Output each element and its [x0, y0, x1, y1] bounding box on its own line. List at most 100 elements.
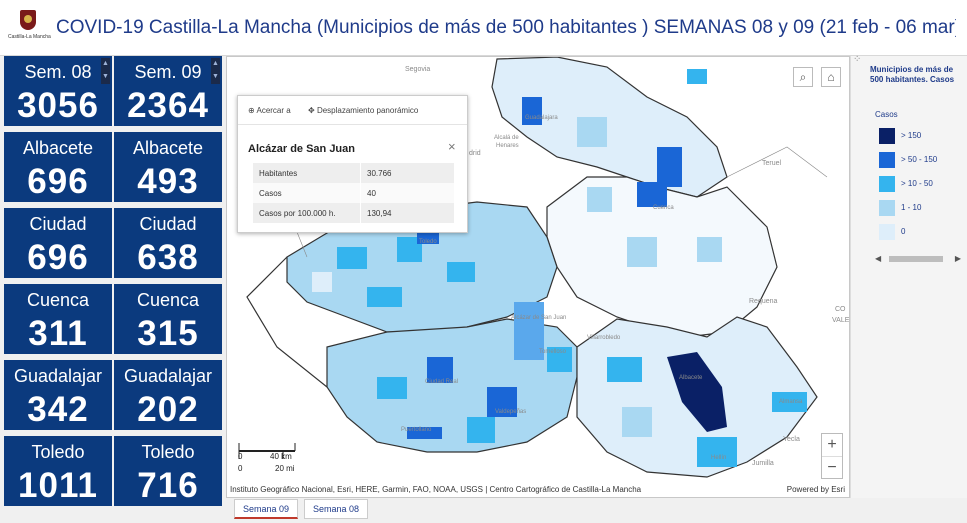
place-yecla: Yecla — [783, 436, 800, 443]
powered-by[interactable]: Powered by Esri — [786, 485, 845, 494]
tab-semana-08[interactable]: Semana 08 — [304, 499, 368, 519]
stat-label: Albacete — [132, 138, 204, 158]
scroll-up-icon[interactable]: ▲ — [212, 60, 219, 67]
stat-label: Cuenca — [26, 290, 90, 310]
place-teruel: Teruel — [762, 160, 782, 167]
zoom-to-action[interactable]: ⊕ Acercar a — [248, 106, 291, 115]
legend-item: > 50 - 150 — [879, 152, 965, 168]
table-row: Habitantes 30.766 — [253, 163, 455, 183]
popup-title: Alcázar de San Juan — [248, 143, 355, 155]
place-almansa: Almansa — [779, 399, 803, 405]
place-requena: Requena — [749, 298, 778, 305]
page-title: COVID-19 Castilla-La Mancha (Municipios … — [56, 17, 956, 38]
place-jumilla: Jumilla — [752, 460, 774, 467]
place-valdepenas: Valdepeñas — [495, 409, 526, 415]
legend-subtitle: Casos — [875, 110, 898, 119]
drag-handle-icon[interactable]: ⁘ — [853, 54, 862, 65]
place-tomelloso: Tomelloso — [539, 349, 567, 355]
table-row: Casos 40 — [253, 183, 455, 203]
tab-semana-09[interactable]: Semana 09 — [234, 499, 298, 519]
scale-km: 40 km — [270, 452, 292, 461]
feature-popup: ⊕ Acercar a ✥ Desplazamiento panorámico … — [237, 95, 468, 233]
scale-bar: 0 40 km 0 20 mi — [237, 437, 297, 477]
popup-table: Habitantes 30.766 Casos 40 Casos por 100… — [253, 163, 455, 223]
scrollbar-thumb[interactable] — [889, 256, 943, 262]
chevron-left-icon[interactable]: ◀ — [875, 254, 882, 263]
stat-value: 315 — [137, 314, 199, 353]
stat-label: Toledo — [31, 442, 85, 462]
place-comunidad: CO — [835, 306, 846, 313]
place-henares: Henares — [496, 143, 519, 149]
zoom-in-button[interactable]: + — [822, 434, 842, 457]
pan-action[interactable]: ✥ Desplazamiento panorámico — [308, 106, 418, 115]
stat-tile-cuenca-09: Cuenca 315 — [114, 284, 222, 354]
stat-label: Ciudad — [139, 214, 197, 234]
scale-zero-mi: 0 — [238, 464, 243, 473]
legend-swatch — [879, 224, 895, 240]
table-row: Casos por 100.000 h. 130,94 — [253, 203, 455, 223]
place-valencia: VALE — [832, 317, 850, 324]
tile-scrollbar[interactable]: ▲ ▼ — [211, 58, 220, 84]
zoom-to-icon: ⊕ — [248, 106, 255, 115]
stat-label: Cuenca — [136, 290, 200, 310]
map-home-button[interactable]: ⌂ — [821, 67, 841, 87]
popup-toolbar: ⊕ Acercar a ✥ Desplazamiento panorámico — [238, 96, 467, 125]
stat-value: 2364 — [127, 86, 209, 125]
place-cuenca: Cuenca — [653, 205, 674, 211]
map-canvas[interactable]: Segovia Guadalajara Alcalá de Henares dr… — [227, 57, 850, 498]
stat-tile-sem08: Sem. 08 3056 ▲ ▼ — [4, 56, 112, 126]
table-value: 40 — [360, 183, 455, 203]
legend-item: 1 - 10 — [879, 200, 965, 216]
close-icon[interactable]: × — [448, 139, 456, 154]
scroll-up-icon[interactable]: ▲ — [102, 60, 109, 67]
table-key: Casos — [253, 183, 361, 203]
stat-value: 493 — [137, 162, 199, 201]
stat-tile-sem09: Sem. 09 2364 ▲ ▼ — [114, 56, 222, 126]
pan-icon: ✥ — [308, 106, 315, 115]
place-madrid: drid — [469, 150, 481, 157]
legend-label: > 50 - 150 — [901, 155, 938, 164]
stat-tile-cuenca-08: Cuenca 311 — [4, 284, 112, 354]
legend-swatch — [879, 176, 895, 192]
tile-scrollbar[interactable]: ▲ ▼ — [101, 58, 110, 84]
stat-value: 696 — [27, 162, 89, 201]
stat-label: Toledo — [141, 442, 195, 462]
stat-tile-albacete-08: Albacete 696 — [4, 132, 112, 202]
scale-mi: 20 mi — [275, 464, 295, 473]
place-toledo: Toledo — [419, 239, 437, 245]
stat-label: Sem. 08 — [24, 62, 92, 82]
scroll-down-icon[interactable]: ▼ — [212, 73, 219, 80]
map-search-button[interactable]: ⌕ — [793, 67, 813, 87]
stat-value: 1011 — [18, 466, 98, 505]
crest-icon — [20, 10, 36, 30]
stat-value: 638 — [137, 238, 199, 277]
legend-label: > 10 - 50 — [901, 179, 933, 188]
table-value: 130,94 — [360, 203, 455, 223]
place-villarrobledo: Villarrobledo — [587, 335, 621, 341]
place-alcala: Alcalá de — [494, 135, 519, 141]
stats-panel: Sem. 08 3056 ▲ ▼ Sem. 09 2364 ▲ ▼ Albacete… — [0, 56, 226, 523]
place-ciudad-real: Ciudad Real — [425, 379, 458, 385]
legend-label: 1 - 10 — [901, 203, 922, 212]
legend-panel: ⁘ Municipios de más de 500 habitantes. C… — [850, 54, 967, 498]
stat-tile-toledo-08: Toledo 1011 — [4, 436, 112, 506]
place-alcazar: Alcázar de San Juan — [511, 315, 566, 321]
legend-scrollbar[interactable]: ◀ ▶ — [875, 254, 961, 264]
place-hellin: Hellín — [711, 455, 726, 461]
scale-zero-km: 0 — [238, 452, 243, 461]
home-icon: ⌂ — [827, 70, 835, 84]
legend-label: > 150 — [901, 131, 922, 140]
attribution-text: Instituto Geográfico Nacional, Esri, HER… — [230, 485, 642, 494]
legend-item: 0 — [879, 224, 965, 240]
table-key: Casos por 100.000 h. — [253, 203, 361, 223]
map-view[interactable]: Segovia Guadalajara Alcalá de Henares dr… — [226, 56, 850, 498]
legend-item: > 10 - 50 — [879, 176, 965, 192]
search-icon: ⌕ — [799, 70, 807, 84]
legend-label: 0 — [901, 227, 906, 236]
scroll-down-icon[interactable]: ▼ — [102, 73, 109, 80]
logo-text: Castilla-La Mancha — [8, 34, 51, 40]
legend-item: > 150 — [879, 128, 965, 144]
stat-value: 311 — [28, 314, 88, 353]
chevron-right-icon[interactable]: ▶ — [954, 254, 961, 263]
zoom-out-button[interactable]: − — [827, 459, 837, 476]
